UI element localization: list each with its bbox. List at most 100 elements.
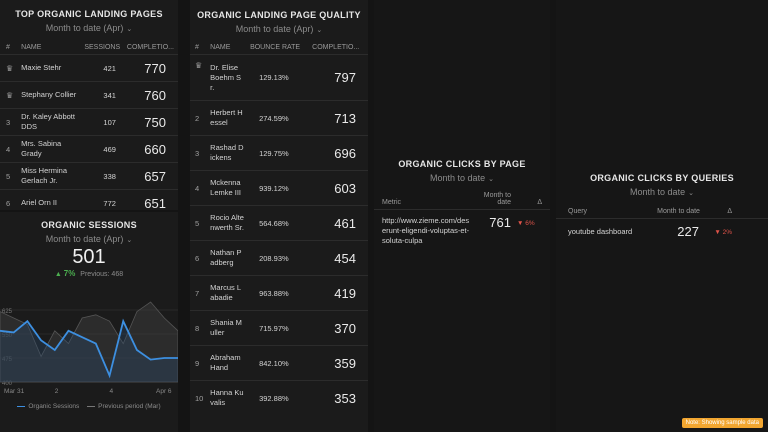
page-name[interactable]: Herbert Hessel [207, 100, 248, 136]
period-selector[interactable]: Month to date (Apr) ⌄ [0, 23, 178, 33]
previous-period-series [0, 301, 178, 383]
table-row[interactable]: 9 Abraham Hand 842.10% 359 [190, 345, 368, 381]
page-name[interactable]: Hanna Kuvalis [207, 380, 248, 416]
col-month-to-date[interactable]: Month to date [657, 208, 700, 215]
query-delta: ▼ 2% [702, 218, 768, 244]
clicks-by-page-panel: ORGANIC CLICKS BY PAGE Month to date ⌄ Me… [374, 0, 550, 432]
bounce-rate-value: 963.88% [247, 275, 310, 311]
delta-value: 2% [722, 229, 732, 236]
page-name[interactable]: Ariel Orn II [18, 189, 82, 210]
query-text[interactable]: youtube dashboard [556, 218, 647, 244]
previous-value: Previous: 468 [80, 271, 124, 278]
page-name[interactable]: Miss Hermina Gerlach Jr. [18, 162, 82, 190]
period-selector[interactable]: Month to date ⌄ [556, 187, 768, 197]
table-row[interactable]: 4 Mrs. Sabina Grady 469 660 [0, 135, 178, 163]
sessions-value: 421 [81, 54, 124, 82]
table-row[interactable]: 8 Shania Muller 715.97% 370 [190, 310, 368, 346]
table-row[interactable]: 5 Rocio Altenwerth Sr. 564.68% 461 [190, 205, 368, 241]
up-arrow-icon: ▲ [54, 271, 62, 278]
col-bounce-rate[interactable]: BOUNCE RATE [250, 44, 301, 51]
page-name[interactable]: Nathan Padberg [207, 240, 248, 276]
table-row[interactable]: ♛ Stephany Collier 341 760 [0, 81, 178, 109]
table-row[interactable]: 3 Dr. Kaley Abbott DDS 107 750 [0, 108, 178, 136]
page-name[interactable]: Shania Muller [207, 310, 248, 346]
period-selector[interactable]: Month to date (Apr) ⌄ [190, 24, 368, 34]
sessions-value: 341 [81, 81, 124, 109]
legend-current: Organic Sessions [28, 403, 80, 410]
rank-cell: 4 [0, 135, 19, 163]
top-pages-table: # NAME SESSIONS COMPLETIO... ♛ Maxie Steh… [0, 41, 178, 210]
table-row[interactable]: 6 Ariel Orn II 772 651 [0, 189, 178, 210]
metric-delta: ▼ 6% [514, 209, 550, 252]
page-name[interactable]: Dr. Elise Boehm Sr. [207, 54, 248, 101]
panel-title: TOP ORGANIC LANDING PAGES [15, 9, 163, 19]
panel-title: ORGANIC CLICKS BY QUERIES [590, 173, 734, 183]
page-name[interactable]: Rocio Altenwerth Sr. [207, 205, 248, 241]
chevron-down-icon: ⌄ [126, 237, 133, 244]
table-row[interactable]: 7 Marcus Labadie 963.88% 419 [190, 275, 368, 311]
down-arrow-icon: ▼ [714, 229, 723, 236]
table-row[interactable]: 10 Hanna Kuvalis 392.88% 353 [190, 380, 368, 416]
table-row[interactable]: ♛ Maxie Stehr 421 770 [0, 54, 178, 82]
page-name[interactable]: Mrs. Sabina Grady [18, 135, 82, 163]
table-row[interactable]: 6 Nathan Padberg 208.93% 454 [190, 240, 368, 276]
metric-url[interactable]: http://www.zieme.com/deserunt-eligendi-v… [374, 209, 474, 252]
page-name[interactable]: Rashad Dickens [207, 135, 248, 171]
change-value: 7% [63, 269, 76, 278]
period-label: Month to date (Apr) [45, 23, 124, 33]
y-tick-label: 400 [2, 381, 13, 387]
table-row[interactable]: ♛ Dr. Elise Boehm Sr. 129.13% 797 [190, 54, 368, 101]
period-label: Month to date [630, 187, 686, 197]
rank-cell: 8 [190, 310, 208, 346]
organic-sessions-panel: ORGANIC SESSIONS Month to date (Apr) ⌄ 50… [0, 212, 178, 432]
page-name[interactable]: Stephany Collier [18, 81, 82, 109]
col-delta[interactable]: Δ [727, 208, 732, 215]
col-delta[interactable]: Δ [537, 199, 542, 206]
period-selector[interactable]: Month to date (Apr) ⌄ [0, 234, 178, 244]
y-tick-label: 625 [2, 309, 13, 315]
table-row[interactable]: http://www.zieme.com/deserunt-eligendi-v… [374, 209, 550, 252]
completions-value: 713 [309, 100, 368, 136]
table-row[interactable]: 3 Rashad Dickens 129.75% 696 [190, 135, 368, 171]
page-name[interactable]: Mckenna Lemke III [207, 170, 248, 206]
completions-value: 419 [309, 275, 368, 311]
completions-value: 770 [123, 54, 178, 82]
col-rank: # [6, 44, 10, 51]
completions-value: 461 [309, 205, 368, 241]
page-name[interactable]: Maxie Stehr [18, 54, 82, 82]
bounce-rate-value: 274.59% [247, 100, 310, 136]
col-name[interactable]: NAME [210, 44, 231, 51]
period-selector[interactable]: Month to date ⌄ [374, 173, 550, 183]
chevron-down-icon: ⌄ [316, 27, 323, 34]
col-month-to-date[interactable]: Month to date [483, 192, 511, 206]
table-row[interactable]: 4 Mckenna Lemke III 939.12% 603 [190, 170, 368, 206]
query-value: 227 [646, 218, 703, 244]
completions-value: 797 [309, 54, 368, 101]
quality-table: # NAME BOUNCE RATE COMPLETIO... ♛ Dr. Eli… [190, 41, 368, 416]
completions-value: 750 [123, 108, 178, 136]
col-completions[interactable]: COMPLETIO... [312, 44, 360, 51]
page-name[interactable]: Dr. Kaley Abbott DDS [18, 108, 82, 136]
col-completions[interactable]: COMPLETIO... [126, 44, 174, 51]
table-row[interactable]: youtube dashboard 227 ▼ 2% [556, 218, 768, 244]
completions-value: 370 [309, 310, 368, 346]
down-arrow-icon: ▼ [517, 220, 526, 227]
session-change: ▲ 7% Previous: 468 [0, 269, 178, 278]
legend-previous-swatch [87, 405, 96, 407]
x-tick-label: 2 [55, 388, 59, 395]
clicks-page-table: Metric Month to date Δ http://www.zieme.… [374, 189, 550, 252]
page-name[interactable]: Abraham Hand [207, 345, 248, 381]
metric-value: 761 [474, 209, 514, 252]
sample-data-badge[interactable]: Note: Showing sample data [681, 418, 763, 428]
rank-cell: 5 [0, 162, 19, 190]
completions-value: 603 [309, 170, 368, 206]
table-row[interactable]: 5 Miss Hermina Gerlach Jr. 338 657 [0, 162, 178, 190]
col-name[interactable]: NAME [21, 44, 42, 51]
bounce-rate-value: 129.13% [247, 54, 310, 101]
col-metric[interactable]: Metric [382, 199, 402, 206]
table-row[interactable]: 2 Herbert Hessel 274.59% 713 [190, 100, 368, 136]
col-query[interactable]: Query [568, 208, 588, 215]
page-name[interactable]: Marcus Labadie [207, 275, 248, 311]
bounce-rate-value: 939.12% [247, 170, 310, 206]
col-sessions[interactable]: SESSIONS [84, 44, 121, 51]
